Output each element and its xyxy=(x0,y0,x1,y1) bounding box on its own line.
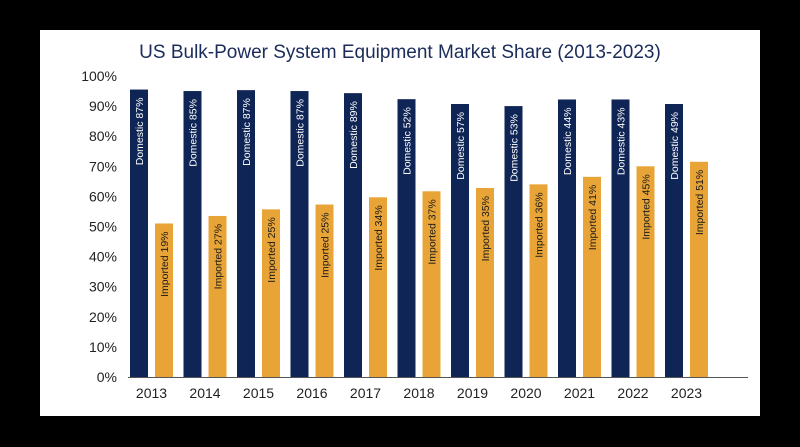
bar-chart: US Bulk-Power System Equipment Market Sh… xyxy=(81,42,748,401)
bar-domestic-2020 xyxy=(504,106,523,377)
bar-imported-2022 xyxy=(636,166,655,377)
data-label: Domestic 87% xyxy=(295,99,307,167)
x-tick-label: 2018 xyxy=(403,385,434,401)
x-tick-label: 2020 xyxy=(510,385,541,401)
data-label: Domestic 43% xyxy=(616,107,628,175)
y-tick-label: 30% xyxy=(89,279,117,295)
x-tick-label: 2015 xyxy=(243,385,274,401)
bar-domestic-2015 xyxy=(237,90,255,377)
data-label: Imported 51% xyxy=(694,170,706,235)
bar-domestic-2018 xyxy=(397,99,416,377)
y-tick-label: 80% xyxy=(89,128,117,144)
data-label: Imported 37% xyxy=(427,199,439,264)
bar-domestic-2013 xyxy=(130,89,148,378)
y-tick-label: 90% xyxy=(89,98,117,114)
y-tick-label: 70% xyxy=(89,158,117,174)
bar-imported-2013 xyxy=(155,223,173,377)
x-tick-label: 2019 xyxy=(457,385,488,401)
data-label: Imported 34% xyxy=(373,205,385,270)
data-label: Imported 45% xyxy=(641,174,653,239)
bar-domestic-2023 xyxy=(665,103,683,378)
x-tick-label: 2021 xyxy=(564,385,595,401)
data-label: Domestic 52% xyxy=(402,107,414,175)
bar-domestic-2022 xyxy=(611,99,630,377)
bar-domestic-2016 xyxy=(290,91,309,378)
bar-imported-2015 xyxy=(262,209,280,377)
bar-imported-2023 xyxy=(690,161,708,377)
x-tick-label: 2016 xyxy=(296,385,327,401)
bar-domestic-2021 xyxy=(558,99,576,377)
data-label: Domestic 44% xyxy=(562,107,574,175)
bar-domestic-2017 xyxy=(344,93,362,378)
y-tick-label: 0% xyxy=(97,369,117,385)
data-label: Imported 25% xyxy=(266,217,278,282)
data-label: Imported 19% xyxy=(159,231,171,296)
bar-domestic-2019 xyxy=(451,103,469,378)
bar-imported-2018 xyxy=(422,191,441,377)
chart-title: US Bulk-Power System Equipment Market Sh… xyxy=(139,42,661,63)
y-tick-label: 20% xyxy=(89,309,117,325)
bars: Domestic 87% Domestic 85% Domestic 87% Dome… xyxy=(130,89,708,378)
bar-domestic-2014 xyxy=(183,91,202,378)
bar-imported-2014 xyxy=(208,215,227,377)
bar-imported-2020 xyxy=(529,184,548,377)
bar-imported-2017 xyxy=(369,197,387,377)
x-tick-label: 2022 xyxy=(617,385,648,401)
data-label: Domestic 57% xyxy=(455,112,467,180)
y-tick-label: 10% xyxy=(89,339,117,355)
data-label: Domestic 53% xyxy=(509,114,521,182)
data-label: Domestic 87% xyxy=(134,98,146,166)
bar-imported-2016 xyxy=(315,204,334,377)
bar-imported-2021 xyxy=(583,176,601,377)
y-tick-label: 100% xyxy=(81,68,117,84)
data-label: Imported 36% xyxy=(534,192,546,257)
y-tick-label: 40% xyxy=(89,249,117,265)
data-label: Imported 27% xyxy=(213,224,225,289)
bar-imported-2019 xyxy=(476,187,494,377)
data-label: Imported 35% xyxy=(480,196,492,261)
y-tick-label: 60% xyxy=(89,188,117,204)
chart-panel: US Bulk-Power System Equipment Market Sh… xyxy=(40,30,760,416)
x-tick-label: 2017 xyxy=(350,385,381,401)
y-axis: 0% 10% 20% 30% 40% 50% 60% 70% 80% 90% 100% xyxy=(81,68,117,385)
x-tick-label: 2023 xyxy=(671,385,702,401)
data-label: Imported 41% xyxy=(587,185,599,250)
data-label: Imported 25% xyxy=(320,213,332,278)
data-label: Domestic 87% xyxy=(241,98,253,166)
y-tick-label: 50% xyxy=(89,219,117,235)
data-label: Domestic 89% xyxy=(348,101,360,169)
x-tick-label: 2014 xyxy=(189,385,220,401)
x-tick-label: 2013 xyxy=(136,385,167,401)
x-axis: 2013 2014 2015 2016 2017 2018 2019 2020 2021 2022… xyxy=(128,377,748,401)
data-label: Domestic 85% xyxy=(188,99,200,167)
data-label: Domestic 49% xyxy=(669,112,681,180)
